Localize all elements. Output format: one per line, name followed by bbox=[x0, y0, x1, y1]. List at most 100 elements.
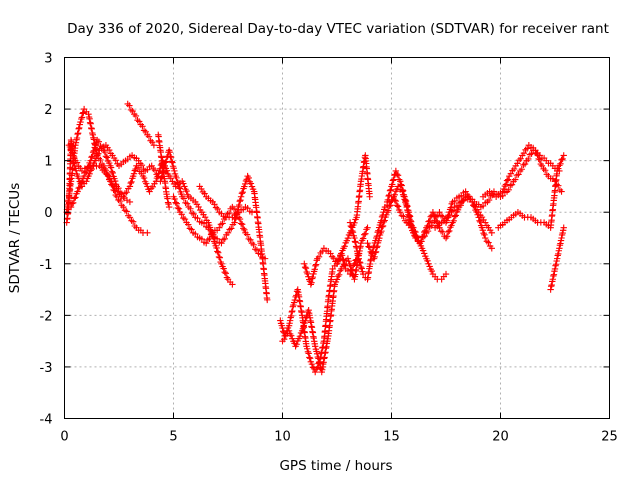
data-point bbox=[213, 244, 220, 252]
data-point bbox=[477, 218, 484, 226]
data-point bbox=[301, 260, 308, 267]
data-point bbox=[359, 270, 367, 278]
data-point bbox=[446, 227, 453, 235]
data-point bbox=[134, 164, 142, 171]
data-point bbox=[533, 150, 540, 157]
data-point bbox=[167, 175, 174, 182]
data-point bbox=[149, 138, 156, 146]
data-point bbox=[167, 153, 174, 160]
data-point bbox=[190, 210, 197, 218]
data-point bbox=[314, 353, 322, 361]
data-point bbox=[92, 155, 100, 162]
data-point bbox=[237, 193, 245, 200]
data-point bbox=[78, 115, 85, 123]
data-point bbox=[245, 174, 252, 182]
data-point bbox=[357, 263, 365, 271]
data-point bbox=[217, 221, 225, 228]
data-point bbox=[333, 276, 341, 283]
data-point bbox=[384, 196, 392, 204]
y-tick-label: -2 bbox=[40, 309, 53, 324]
data-point bbox=[201, 213, 209, 221]
data-point bbox=[541, 167, 549, 174]
data-point bbox=[140, 127, 148, 134]
data-point bbox=[171, 195, 178, 203]
data-point bbox=[89, 148, 97, 156]
data-point bbox=[162, 159, 169, 166]
data-point bbox=[145, 133, 153, 140]
data-point bbox=[101, 148, 109, 156]
data-point bbox=[335, 271, 343, 278]
data-point bbox=[176, 185, 183, 192]
data-point bbox=[238, 221, 246, 228]
data-point bbox=[390, 193, 397, 200]
data-point bbox=[394, 172, 402, 179]
data-point bbox=[381, 217, 388, 224]
data-point bbox=[312, 262, 319, 269]
data-point bbox=[317, 249, 324, 257]
data-point bbox=[116, 197, 124, 205]
y-tick-label: -3 bbox=[40, 361, 53, 376]
data-point bbox=[123, 189, 130, 196]
data-point bbox=[399, 186, 406, 194]
data-point bbox=[84, 164, 91, 171]
data-point bbox=[391, 197, 398, 204]
data-point bbox=[146, 188, 153, 195]
data-point bbox=[103, 154, 111, 161]
data-point bbox=[394, 203, 402, 210]
data-point bbox=[247, 236, 254, 243]
data-point bbox=[558, 188, 565, 195]
data-point bbox=[112, 157, 119, 164]
data-point bbox=[157, 174, 165, 182]
data-point bbox=[557, 160, 564, 168]
data-point bbox=[305, 350, 312, 357]
x-tick-label: 10 bbox=[274, 430, 291, 445]
y-tick-label: 0 bbox=[44, 206, 52, 221]
data-point bbox=[166, 148, 173, 156]
data-point bbox=[180, 195, 188, 202]
data-point bbox=[304, 270, 311, 278]
data-point bbox=[424, 222, 431, 230]
data-point bbox=[228, 225, 235, 232]
data-point bbox=[131, 222, 139, 230]
data-point bbox=[488, 245, 495, 252]
data-point bbox=[365, 243, 372, 250]
data-point bbox=[514, 160, 521, 167]
y-tick-label: 2 bbox=[44, 103, 52, 118]
data-point bbox=[403, 202, 410, 209]
data-point bbox=[212, 204, 220, 211]
data-point bbox=[330, 254, 337, 262]
data-point bbox=[142, 128, 149, 135]
data-point bbox=[524, 145, 531, 152]
data-point bbox=[214, 249, 222, 256]
data-point bbox=[248, 209, 256, 216]
data-point bbox=[510, 165, 518, 173]
data-point bbox=[334, 258, 342, 266]
data-point bbox=[175, 205, 183, 212]
data-points bbox=[63, 100, 567, 376]
data-point bbox=[147, 137, 154, 144]
data-point bbox=[185, 221, 192, 228]
data-point bbox=[364, 239, 371, 247]
data-point bbox=[327, 250, 334, 257]
data-point bbox=[341, 243, 348, 250]
data-point bbox=[82, 169, 89, 176]
data-point bbox=[413, 233, 420, 241]
data-point bbox=[241, 226, 248, 233]
x-tick-label: 25 bbox=[601, 430, 618, 445]
data-point bbox=[214, 205, 221, 213]
y-axis-label: SDTVAR / TECUs bbox=[7, 183, 23, 293]
data-point bbox=[253, 246, 261, 254]
data-point bbox=[85, 163, 92, 170]
data-point bbox=[518, 166, 525, 173]
data-point bbox=[454, 206, 462, 214]
data-point bbox=[126, 214, 134, 221]
data-point bbox=[349, 229, 357, 236]
data-point bbox=[521, 160, 529, 168]
data-point bbox=[449, 207, 457, 214]
data-point bbox=[172, 199, 179, 206]
data-point bbox=[348, 223, 355, 231]
data-point bbox=[390, 176, 397, 183]
data-point bbox=[187, 205, 194, 212]
data-point bbox=[237, 196, 244, 204]
data-point bbox=[346, 260, 353, 268]
